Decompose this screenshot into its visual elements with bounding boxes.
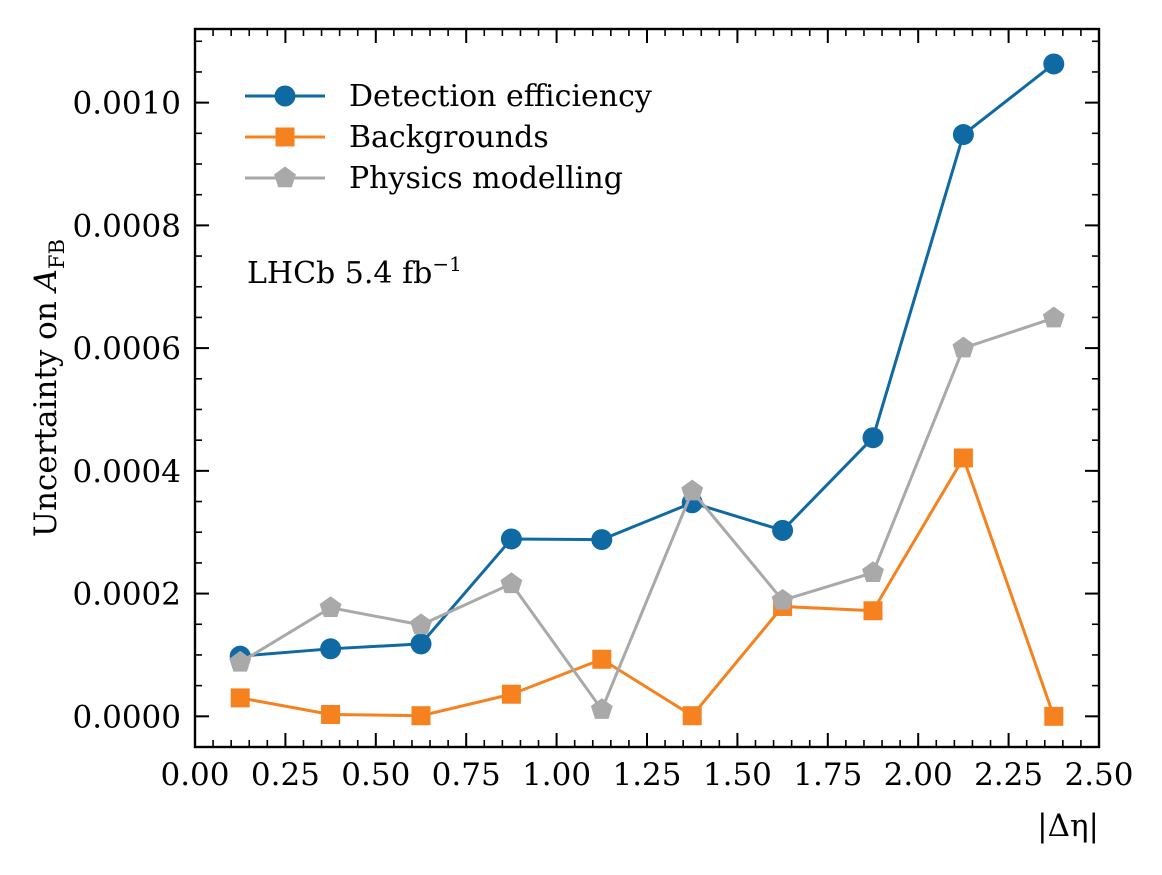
series-backgrounds [230,448,1064,726]
annotation-experiment: LHCb [247,256,335,291]
legend: Detection efficiency Backgrounds Physics m… [245,79,652,196]
y-axis-label-prefix: Uncertainty on [28,291,64,537]
data-point-backgrounds [321,704,341,724]
data-point-physics-modelling [319,596,342,617]
lumi-annotation: LHCb 5.4 fb−1 [247,252,462,291]
data-point-physics-modelling [229,650,252,672]
series-line-detection-efficiency [240,62,1055,658]
data-point-physics-modelling [952,336,975,358]
y-tick-label: 0.0010 [73,86,181,122]
plot-frame [193,27,1101,749]
annotation-superscript: −1 [432,252,461,276]
x-tick-labels: 0.00 0.25 0.50 0.75 1.00 1.25 1.50 1.75 2.00 2.25… [160,757,1133,793]
data-point-backgrounds [501,684,521,704]
y-axis-label-sub: FB [45,239,69,269]
series-physics-modelling [229,306,1065,719]
data-point-backgrounds [1044,706,1064,726]
data-point-backgrounds [230,688,250,708]
y-tick-label: 0.0008 [73,208,181,244]
data-point-backgrounds [411,706,431,726]
data-point-detection-efficiency [591,529,613,551]
data-point-detection-efficiency [952,124,974,146]
x-tick-label: 1.50 [703,757,772,793]
legend-marker-detection-efficiency [274,85,296,107]
x-tick-label: 0.25 [251,757,320,793]
data-point-detection-efficiency [772,519,794,541]
x-tick-label: 0.00 [160,757,229,793]
data-point-physics-modelling [500,572,523,594]
data-point-physics-modelling [681,479,704,501]
x-tick-label: 2.50 [1064,757,1133,793]
legend-item-backgrounds: Backgrounds [245,120,549,155]
series-layer [229,53,1065,726]
x-axis-label: |Δη| [1037,808,1099,844]
y-axis-label: Uncertainty on AFB [28,239,69,537]
data-point-detection-efficiency [410,633,432,655]
legend-item-detection-efficiency: Detection efficiency [245,79,652,114]
series-line-physics-modelling [239,316,1055,713]
data-point-physics-modelling [410,613,432,635]
data-point-physics-modelling [771,588,794,610]
annotation-unit: fb [402,256,432,291]
data-point-detection-efficiency [500,528,522,550]
y-tick-label: 0.0006 [73,331,181,367]
y-tick-label: 0.0002 [73,577,181,613]
legend-marker-physics-modelling [274,166,296,188]
data-point-physics-modelling [1042,306,1065,328]
annotation-value: 5.4 [345,256,393,291]
data-point-backgrounds [863,601,883,621]
x-tick-label: 1.75 [793,757,862,793]
data-point-detection-efficiency [320,638,342,660]
legend-label-detection-efficiency: Detection efficiency [349,79,652,114]
data-point-detection-efficiency [862,427,884,449]
series-line-backgrounds [239,454,1056,718]
y-tick-label: 0.0004 [73,454,181,490]
x-tick-label: 2.25 [974,757,1043,793]
data-point-backgrounds [592,649,612,669]
y-tick-label: 0.0000 [73,699,181,735]
x-tick-label: 0.75 [432,757,501,793]
x-tick-label: 1.00 [522,757,591,793]
data-point-detection-efficiency [1043,53,1065,75]
data-point-physics-modelling [862,561,884,583]
legend-label-backgrounds: Backgrounds [349,120,549,155]
x-tick-label: 1.25 [612,757,681,793]
legend-marker-backgrounds [275,127,295,147]
x-tick-label: 2.00 [884,757,953,793]
legend-label-physics-modelling: Physics modelling [349,161,623,196]
data-point-backgrounds [953,448,973,468]
y-tick-labels: 0.0000 0.0002 0.0004 0.0006 0.0008 0.0010 [73,86,181,736]
data-point-backgrounds [682,706,702,726]
data-point-physics-modelling [590,698,613,719]
x-tick-label: 0.50 [341,757,410,793]
legend-item-physics-modelling: Physics modelling [245,161,623,196]
y-axis-label-var: A [28,269,64,294]
